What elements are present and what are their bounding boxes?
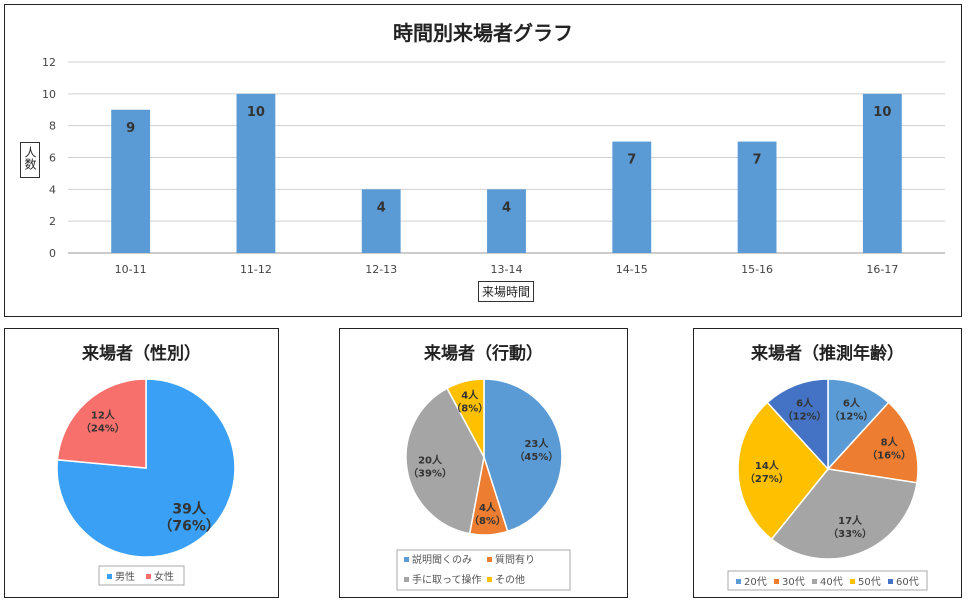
legend-label: 30代 <box>782 576 805 588</box>
y-tick-label: 10 <box>42 88 56 101</box>
bar-data-label: 4 <box>502 200 511 215</box>
pie-data-label: 20人 <box>418 453 443 466</box>
action-pie-panel: 来場者（行動） 23人 （45%） 4人 （8%） 20人 （39%） 4人 （8%） 説明聞く… <box>339 328 628 598</box>
bar-data-label: 7 <box>753 153 762 168</box>
bar <box>361 189 401 253</box>
y-axis-title: 人数 <box>20 142 40 178</box>
action-pie-title: 来場者（行動） <box>424 344 543 364</box>
pie-data-label-percent: （12%） <box>783 410 827 423</box>
age-pie-panel: 来場者（推測年齢） 6人 （12%） 8人 （16%） 17人 （33%） 14人 （27%）… <box>693 328 962 598</box>
pie-data-label: 12人 <box>91 409 116 422</box>
bar-data-label: 7 <box>627 153 636 168</box>
bar-chart-title: 時間別来場者グラフ <box>393 21 573 45</box>
y-tick-label: 12 <box>42 56 56 69</box>
y-tick-label: 4 <box>49 183 56 196</box>
legend-label: 説明聞くのみ <box>412 553 472 566</box>
gender-pie-title: 来場者（性別） <box>82 344 201 364</box>
pie-data-label: 23人 <box>524 437 549 450</box>
legend-swatch <box>107 574 112 579</box>
legend-swatch <box>812 579 817 584</box>
bar-data-label: 10 <box>247 105 265 120</box>
pie-data-label-percent: （76%） <box>158 518 220 534</box>
legend-box <box>98 565 185 586</box>
legend-label: 50代 <box>858 576 881 588</box>
pie-data-label: 14人 <box>755 459 780 472</box>
legend-label: 質問有り <box>495 553 535 566</box>
legend-label: 男性 <box>115 570 135 583</box>
pie-slice <box>56 378 147 469</box>
pie-slice <box>827 378 890 471</box>
pie-slice <box>483 378 563 533</box>
y-tick-label: 8 <box>49 120 56 133</box>
x-tick-label: 14-15 <box>616 263 648 276</box>
pie-data-label-percent: （12%） <box>829 410 873 423</box>
pie-slice <box>737 401 829 541</box>
pie-data-label: 6人 <box>796 397 814 410</box>
x-tick-label: 11-12 <box>240 263 272 276</box>
legend-label: 手に取って操作 <box>412 573 482 586</box>
legend-swatch <box>774 579 779 584</box>
pie-data-label-percent: （16%） <box>867 448 911 461</box>
legend-swatch <box>736 579 741 584</box>
pie-slice <box>826 401 919 484</box>
pie-data-label-percent: （8%） <box>451 401 488 414</box>
action-pie-chart: 23人（45%）4人（8%）20人（39%）4人（8%）説明聞くのみ 質問有り手に… <box>396 378 571 591</box>
legend-label: 40代 <box>820 576 843 588</box>
pie-data-label-percent: （24%） <box>81 422 125 435</box>
legend-swatch <box>487 577 492 582</box>
bar-chart: 0 2 4 6 8 10 12 9 10-11 10 11-12 4 12-13 4 13-14 7 14-15… <box>42 56 945 276</box>
legend-box <box>396 549 571 591</box>
pie-data-label: 4人 <box>479 501 497 514</box>
bar <box>862 93 902 253</box>
y-tick-label: 0 <box>49 247 56 260</box>
pie-slice <box>770 468 918 560</box>
pie-data-label: 8人 <box>881 435 899 448</box>
bar-chart-panel: 時間別来場者グラフ 0 2 4 6 8 10 12 9 10-11 10 11-12 4 12-13 4 1… <box>4 4 962 317</box>
bar-data-label: 10 <box>873 105 891 120</box>
pie-slice <box>766 378 829 471</box>
bar <box>737 141 777 253</box>
gender-pie-chart: 39人（76%） 12人（24%） 男性 女性 <box>56 378 236 586</box>
gender-pie-panel: 来場者（性別） 39人 （76%） 12人 （24%） 男性 女性 <box>4 328 279 598</box>
y-tick-label: 6 <box>49 152 56 165</box>
pie-data-label-percent: （33%） <box>828 527 872 540</box>
x-tick-label: 15-16 <box>741 263 773 276</box>
y-axis-title-text: 人数 <box>23 146 37 170</box>
legend-swatch <box>404 557 409 562</box>
pie-data-label: 6人 <box>843 397 861 410</box>
pie-slice <box>405 387 485 535</box>
bar-data-label: 9 <box>126 121 135 136</box>
bar <box>236 93 276 253</box>
bar <box>612 141 652 253</box>
legend-label: 女性 <box>154 570 174 583</box>
x-axis-title: 来場時間 <box>478 281 535 302</box>
bar <box>487 189 526 253</box>
pie-slice <box>446 378 485 458</box>
pie-data-label: 39人 <box>172 500 206 517</box>
pie-data-label-percent: （8%） <box>469 514 506 527</box>
pie-data-label-percent: （39%） <box>408 466 452 479</box>
bar <box>111 109 151 253</box>
legend-label: 20代 <box>744 576 767 588</box>
legend-label: 60代 <box>896 576 919 588</box>
pie-data-label-percent: （27%） <box>745 472 789 485</box>
age-pie-title: 来場者（推測年齢） <box>751 344 904 364</box>
pie-data-label: 17人 <box>838 514 863 527</box>
legend-swatch <box>888 579 893 584</box>
legend-swatch <box>146 574 151 579</box>
pie-data-label-percent: （45%） <box>514 450 558 463</box>
legend-swatch <box>487 557 492 562</box>
x-tick-label: 10-11 <box>115 263 147 276</box>
pie-data-label: 4人 <box>461 388 479 401</box>
x-tick-label: 12-13 <box>365 263 397 276</box>
y-tick-label: 2 <box>49 215 56 228</box>
x-tick-label: 16-17 <box>866 263 898 276</box>
bar-data-label: 4 <box>377 200 386 215</box>
x-tick-label: 13-14 <box>491 263 523 276</box>
legend-box <box>727 570 928 591</box>
legend-swatch <box>850 579 855 584</box>
age-pie-chart: 6人（12%）8人（16%）17人（33%）14人（27%）6人（12%）20代… <box>727 378 928 591</box>
legend-label: その他 <box>495 573 525 586</box>
legend-swatch <box>404 577 409 582</box>
